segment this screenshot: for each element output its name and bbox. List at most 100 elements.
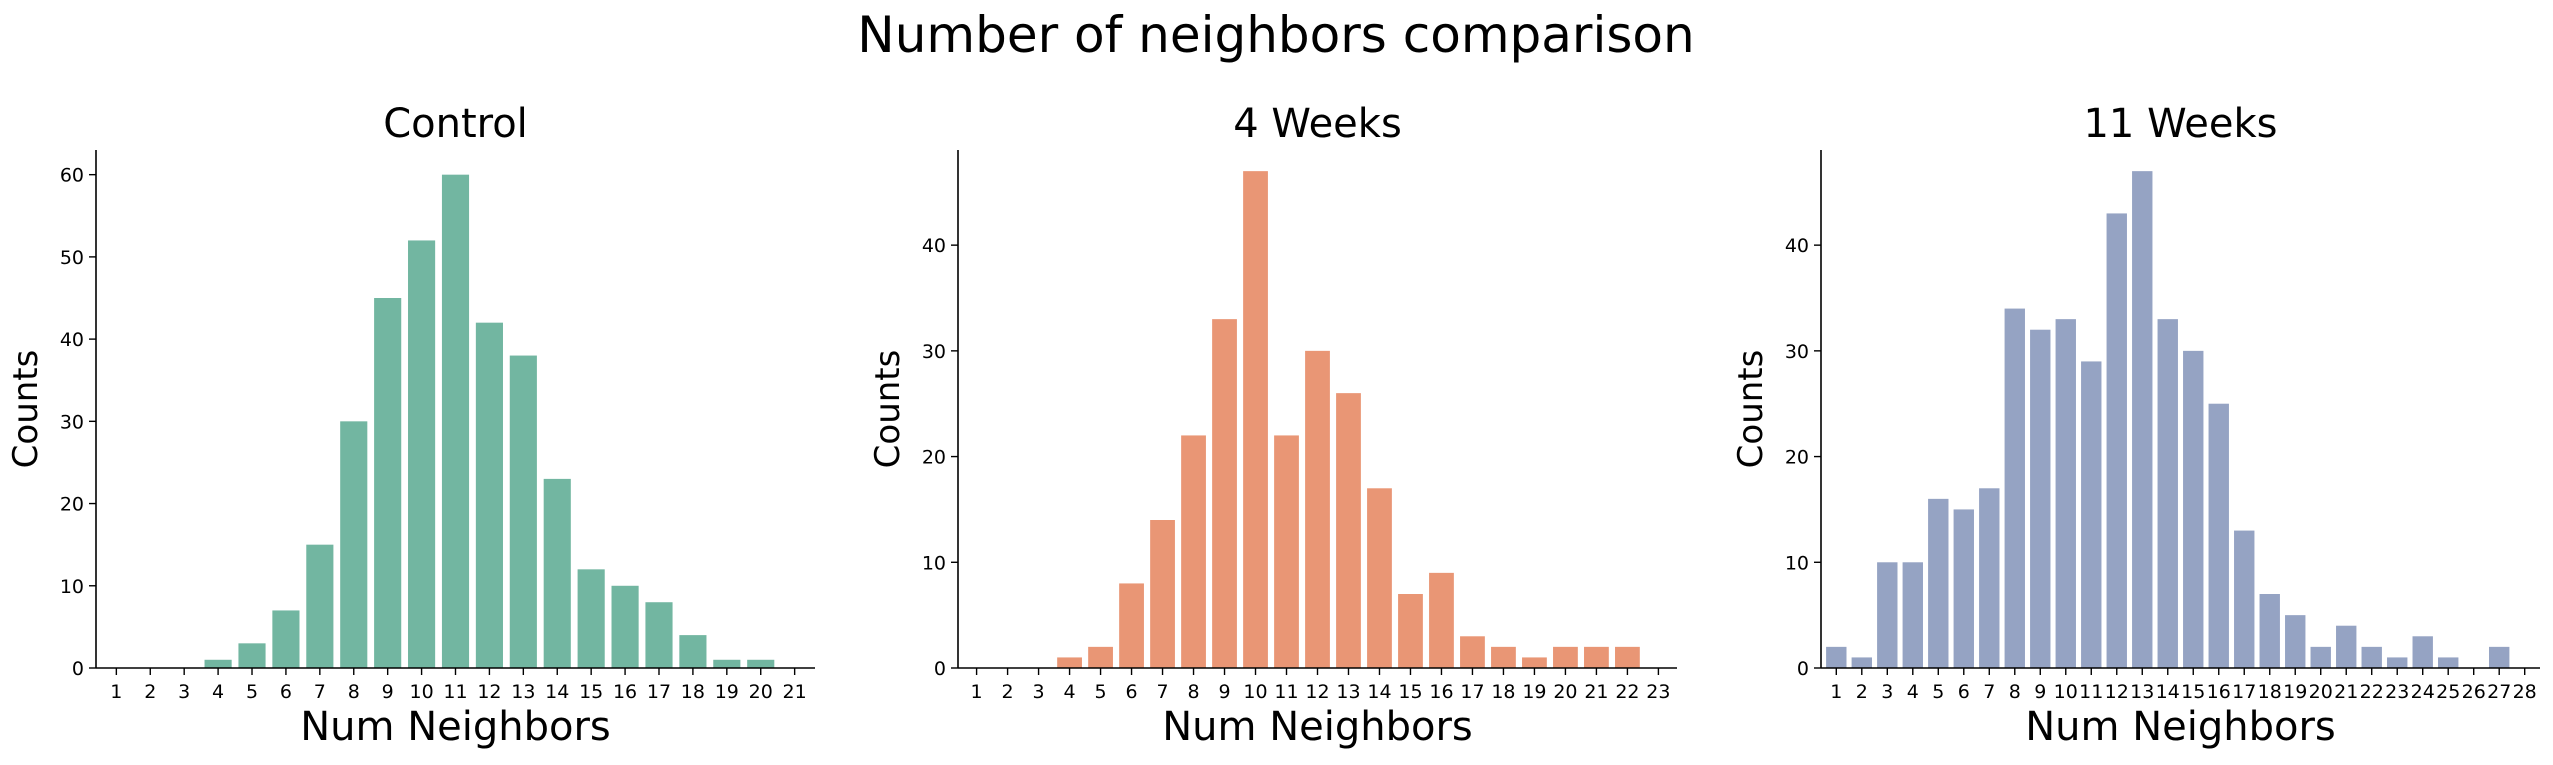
x-tick-label: 8 [2009,681,2021,703]
bar-4-weeks-18 [1491,646,1516,668]
y-tick-label: 40 [1785,235,1809,257]
bar-4-weeks-8 [1181,435,1206,668]
x-tick-label: 22 [2360,681,2384,703]
bar-11-weeks-23 [2387,657,2408,668]
x-tick-label: 20 [2309,681,2333,703]
bar-4-weeks-5 [1088,646,1113,668]
bar-11-weeks-19 [2285,615,2306,668]
x-tick-label: 12 [2105,681,2129,703]
bar-11-weeks-16 [2208,403,2229,668]
bar-control-19 [713,659,741,668]
x-tick-label: 5 [246,681,258,703]
bar-4-weeks-6 [1119,583,1144,668]
bar-11-weeks-13 [2132,171,2153,668]
x-tick-label: 28 [2513,681,2537,703]
bar-4-weeks-13 [1336,393,1361,668]
bar-control-8 [340,421,368,668]
bar-4-weeks-17 [1460,636,1485,668]
x-tick-label: 4 [1064,681,1076,703]
bar-control-11 [441,174,470,668]
x-tick-label: 11 [2079,681,2103,703]
bar-control-6 [272,610,300,668]
x-tick-label: 26 [2462,681,2486,703]
y-tick-label: 0 [934,658,946,680]
bar-control-4 [204,659,232,668]
x-tick-label: 24 [2411,681,2435,703]
bar-4-weeks-16 [1429,572,1454,668]
bar-control-15 [577,569,605,668]
x-tick-label: 18 [681,681,705,703]
figure-suptitle: Number of neighbors comparison [857,6,1694,64]
x-tick-label: 14 [1367,681,1391,703]
y-tick-label: 30 [60,411,84,433]
x-tick-label: 23 [1646,681,1670,703]
y-tick-label: 20 [60,494,84,516]
x-tick-label: 15 [579,681,603,703]
x-tick-label: 21 [1584,681,1608,703]
bar-11-weeks-5 [1928,498,1949,668]
x-tick-label: 21 [783,681,807,703]
y-tick-label: 0 [1797,658,1809,680]
x-tick-label: 6 [1958,681,1970,703]
y-tick-label: 50 [60,247,84,269]
bar-4-weeks-19 [1522,657,1547,668]
bar-4-weeks-11 [1274,435,1299,668]
bar-4-weeks-22 [1615,646,1640,668]
bar-11-weeks-17 [2234,530,2255,668]
bar-11-weeks-6 [1953,509,1974,668]
x-tick-label: 7 [1156,681,1168,703]
x-axis-label: Num Neighbors [1162,704,1473,750]
y-tick-label: 10 [60,576,84,598]
x-tick-label: 10 [2054,681,2078,703]
x-tick-label: 21 [2334,681,2358,703]
x-tick-label: 11 [1274,681,1298,703]
bar-control-13 [509,355,537,668]
bar-11-weeks-15 [2183,350,2204,668]
bar-control-12 [475,322,503,668]
bar-11-weeks-22 [2361,646,2382,668]
bar-11-weeks-25 [2438,657,2459,668]
panel-title: 4 Weeks [1233,101,1402,147]
x-tick-label: 23 [2385,681,2409,703]
bar-4-weeks-15 [1398,594,1423,668]
bar-11-weeks-10 [2055,319,2076,668]
x-tick-label: 14 [545,681,569,703]
bar-11-weeks-18 [2259,594,2280,668]
bar-11-weeks-7 [1979,488,2000,668]
x-tick-label: 13 [1336,681,1360,703]
x-tick-label: 10 [409,681,433,703]
bar-11-weeks-12 [2106,213,2127,668]
x-tick-label: 15 [1398,681,1422,703]
bar-control-20 [747,659,775,668]
x-tick-label: 2 [1002,681,1014,703]
bar-4-weeks-10 [1243,171,1268,668]
y-tick-label: 20 [922,447,946,469]
x-tick-label: 8 [348,681,360,703]
x-tick-label: 5 [1095,681,1107,703]
bar-control-5 [238,643,266,668]
x-tick-label: 17 [647,681,671,703]
x-tick-label: 18 [1491,681,1515,703]
y-tick-label: 40 [60,329,84,351]
bar-11-weeks-24 [2412,636,2433,668]
x-tick-label: 14 [2156,681,2180,703]
x-tick-label: 19 [1522,681,1546,703]
y-axis-label: Counts [1731,350,1771,469]
x-tick-label: 9 [2034,681,2046,703]
bar-11-weeks-1 [1826,646,1847,668]
x-tick-label: 10 [1243,681,1267,703]
bar-11-weeks-20 [2310,646,2331,668]
x-tick-label: 22 [1615,681,1639,703]
x-tick-label: 16 [613,681,637,703]
x-tick-label: 18 [2258,681,2282,703]
bar-11-weeks-4 [1902,562,1923,668]
x-tick-label: 13 [2130,681,2154,703]
x-tick-label: 2 [1856,681,1868,703]
x-tick-label: 16 [1429,681,1453,703]
x-tick-label: 1 [110,681,122,703]
bar-control-9 [374,298,402,668]
y-tick-label: 10 [1785,552,1809,574]
x-tick-label: 3 [1033,681,1045,703]
